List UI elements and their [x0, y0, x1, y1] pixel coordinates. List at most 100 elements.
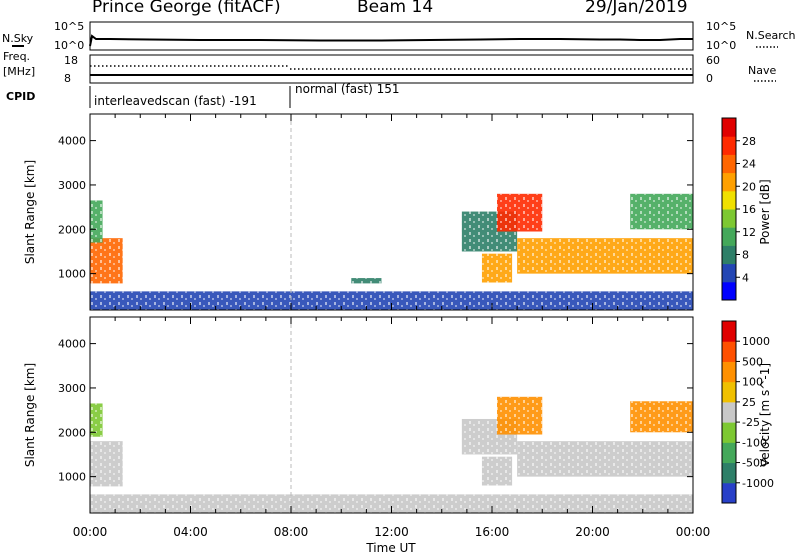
velocity-colorbar-tick-label: 500: [742, 355, 763, 368]
freq-tick-bottom: 8: [64, 72, 71, 85]
nsky-line: [89, 34, 693, 47]
power-colorbar-swatch: [722, 136, 736, 155]
velocity-colorbar-swatch: [722, 341, 736, 362]
velocity-colorbar-frame: [721, 320, 737, 504]
power-echo-texture: [90, 238, 123, 284]
nave-label: Nave: [748, 64, 776, 77]
velocity-frame: [89, 316, 694, 514]
x-tick-label: 12:00: [374, 525, 409, 539]
power-colorbar-label: Power [dB]: [758, 179, 772, 244]
x-tick-labels: 00:00 04:00 08:00 12:00 16:00 20:00 00:00: [73, 525, 711, 539]
velocity-y-axis: 1000 2000 3000 4000: [58, 338, 693, 484]
power-y-tick-label: 4000: [58, 135, 86, 148]
power-y-tick-label: 3000: [58, 179, 86, 192]
nsearch-label: N.Search: [746, 29, 796, 42]
velocity-colorbar-tick-label: 25: [742, 396, 756, 409]
power-echo-texture: [517, 238, 693, 274]
power-colorbar-swatch: [722, 118, 736, 137]
x-tick-label: 16:00: [475, 525, 510, 539]
velocity-colorbar-swatch: [722, 462, 736, 484]
power-colorbar-swatch: [722, 172, 736, 192]
velocity-colorbar-tick-label: -100: [742, 436, 767, 449]
power-y-tick-label: 2000: [58, 223, 86, 236]
power-echo-texture: [497, 193, 543, 232]
power-echo-texture: [630, 193, 693, 230]
freq-tick-top: 18: [64, 54, 78, 67]
power-colorbar-swatch: [722, 209, 736, 228]
velocity-colorbar-swatch: [722, 381, 736, 403]
velocity-colorbar-tick-label: 100: [742, 376, 763, 389]
power-colorbar-tick-label: 28: [742, 135, 756, 148]
nave-tick-top: 60: [706, 54, 720, 67]
velocity-y-tick-label: 2000: [58, 426, 86, 439]
velocity-data: [90, 317, 693, 513]
x-tick-label: 04:00: [173, 525, 208, 539]
velocity-colorbar-tick-label: -25: [742, 416, 760, 429]
velocity-echo-texture: [90, 494, 693, 513]
velocity-colorbar-tick-label: 1000: [742, 335, 770, 348]
nsky-tick-bottom: 10^0: [54, 39, 84, 52]
power-colorbar-swatch: [722, 263, 736, 283]
power-x-ticks: [89, 114, 694, 310]
velocity-echo-texture: [517, 441, 693, 477]
velocity-y-tick-label: 3000: [58, 382, 86, 395]
velocity-echo-texture: [497, 396, 543, 435]
velocity-colorbar-tick-label: -1000: [742, 477, 774, 490]
velocity-colorbar-swatch: [722, 401, 736, 423]
velocity-colorbar-swatch: [722, 321, 736, 342]
power-colorbar-tick-label: 16: [742, 203, 756, 216]
x-tick-label: 08:00: [274, 525, 309, 539]
velocity-colorbar: 1000 500 100 25 -25 -100 -500 -1000: [721, 320, 774, 504]
x-axis-label: Time UT: [365, 541, 416, 554]
power-colorbar-tick-label: 24: [742, 158, 756, 171]
power-panel: 1000 2000 3000 4000: [58, 113, 694, 311]
x-tick-label: 00:00: [73, 525, 108, 539]
power-echo-texture: [90, 200, 103, 243]
freq-unit: [MHz]: [3, 65, 35, 78]
power-colorbar-swatch: [722, 281, 736, 301]
velocity-y-label: Slant Range [km]: [23, 363, 37, 467]
power-colorbar-tick-label: 12: [742, 226, 756, 239]
cpid-mode-2: normal (fast) 151: [295, 82, 399, 96]
cpid-label: CPID: [6, 90, 35, 103]
velocity-colorbar-label: Velocity [m s^-1]: [758, 363, 772, 467]
x-tick-label: 20:00: [575, 525, 610, 539]
velocity-colorbar-swatch: [722, 361, 736, 383]
velocity-echo-texture: [481, 456, 513, 486]
velocity-echo-texture: [90, 403, 103, 437]
velocity-colorbar-tick-label: -500: [742, 457, 767, 470]
nsky-panel: [89, 21, 694, 51]
power-colorbar-swatch: [722, 245, 736, 265]
power-echo-texture: [481, 253, 513, 283]
freq-nave-panel: [89, 54, 694, 84]
x-tick-label: 00:00: [676, 525, 711, 539]
power-echo-texture: [351, 278, 382, 284]
station-title: Prince George (fitACF): [92, 0, 281, 17]
cpid-mode-1: interleavedscan (fast) -191: [94, 94, 257, 108]
power-y-axis: 1000 2000 3000 4000: [58, 135, 693, 281]
power-colorbar: 28 24 20 16 12 8 4: [721, 117, 756, 301]
nsky-tick-top: 10^5: [54, 20, 84, 33]
date-title: 29/Jan/2019: [585, 0, 688, 17]
velocity-y-tick-label: 1000: [58, 471, 86, 484]
velocity-panel: 1000 2000 3000 4000: [58, 316, 694, 514]
velocity-colorbar-swatch: [722, 482, 736, 504]
power-data: [90, 114, 693, 310]
power-frame: [89, 113, 694, 311]
power-colorbar-tick-label: 4: [742, 271, 749, 284]
velocity-colorbar-swatch: [722, 442, 736, 464]
freq-label: Freq.: [3, 50, 30, 63]
nsearch-tick-bottom: 10^0: [706, 39, 736, 52]
nave-tick-bottom: 0: [706, 72, 713, 85]
power-colorbar-tick-label: 8: [742, 249, 749, 262]
velocity-echo-texture: [90, 441, 123, 487]
power-y-label: Slant Range [km]: [23, 160, 37, 264]
power-colorbar-swatch: [722, 154, 736, 174]
nsearch-tick-top: 10^5: [706, 20, 736, 33]
power-y-tick-label: 1000: [58, 268, 86, 281]
power-colorbar-swatch: [722, 227, 736, 246]
beam-title: Beam 14: [357, 0, 434, 17]
velocity-y-tick-label: 4000: [58, 338, 86, 351]
power-echo-texture: [90, 291, 693, 310]
nsky-label: N.Sky: [2, 32, 34, 45]
